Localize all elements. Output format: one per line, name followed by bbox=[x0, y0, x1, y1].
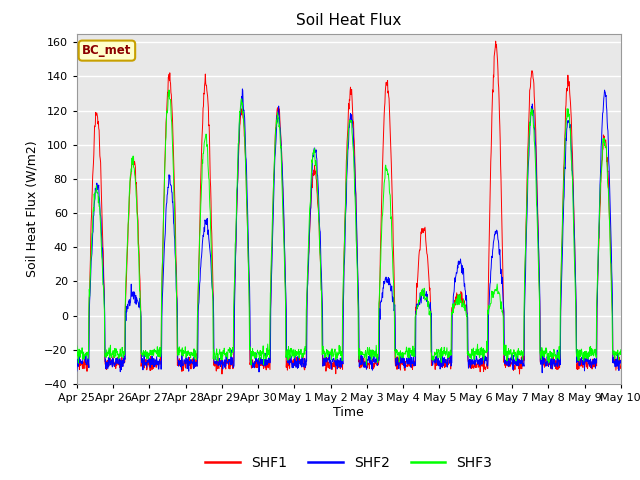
SHF1 bbox=[553, 367, 561, 372]
SHF2 bbox=[255, 369, 263, 375]
SHF1 bbox=[73, 355, 81, 360]
SHF1 bbox=[617, 363, 625, 369]
SHF3 bbox=[195, 288, 202, 294]
Line: SHF2: SHF2 bbox=[77, 89, 621, 373]
SHF1 bbox=[505, 364, 513, 370]
SHF1 bbox=[434, 360, 442, 366]
SHF2 bbox=[434, 358, 442, 364]
SHF3 bbox=[181, 348, 189, 354]
Title: Soil Heat Flux: Soil Heat Flux bbox=[296, 13, 401, 28]
SHF2 bbox=[239, 86, 246, 92]
SHF3 bbox=[617, 347, 625, 353]
SHF2 bbox=[553, 358, 561, 364]
SHF3 bbox=[553, 353, 561, 359]
SHF2 bbox=[194, 354, 202, 360]
Legend: SHF1, SHF2, SHF3: SHF1, SHF2, SHF3 bbox=[200, 450, 498, 475]
SHF3 bbox=[362, 362, 370, 368]
Y-axis label: Soil Heat Flux (W/m2): Soil Heat Flux (W/m2) bbox=[26, 141, 38, 277]
SHF2 bbox=[617, 360, 625, 366]
SHF3 bbox=[165, 87, 173, 93]
SHF1 bbox=[180, 361, 188, 367]
SHF1 bbox=[255, 361, 263, 367]
SHF1 bbox=[194, 307, 202, 312]
SHF3 bbox=[255, 350, 263, 356]
SHF3 bbox=[434, 355, 442, 360]
SHF2 bbox=[538, 370, 546, 376]
Line: SHF3: SHF3 bbox=[77, 90, 621, 365]
SHF3 bbox=[73, 343, 81, 349]
SHF2 bbox=[505, 356, 513, 361]
Line: SHF1: SHF1 bbox=[77, 41, 621, 374]
SHF3 bbox=[505, 351, 513, 357]
SHF1 bbox=[492, 38, 499, 44]
Text: BC_met: BC_met bbox=[82, 44, 132, 57]
X-axis label: Time: Time bbox=[333, 406, 364, 419]
SHF1 bbox=[218, 371, 226, 377]
SHF2 bbox=[180, 358, 188, 364]
SHF2 bbox=[73, 368, 81, 374]
